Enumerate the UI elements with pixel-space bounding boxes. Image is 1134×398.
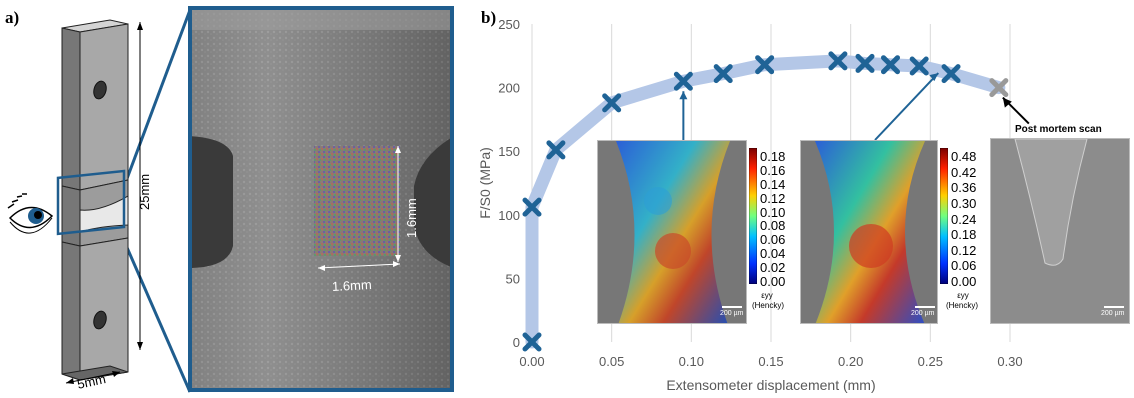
- colorbar-tick-label: 0.14: [760, 176, 786, 192]
- inset-2-hencky-label: (Hencky): [945, 301, 978, 310]
- post-mortem-scale-label: 200 µm: [1101, 310, 1125, 317]
- y-tick-label: 50: [506, 271, 520, 286]
- micro-height-label: 1.6mm: [404, 198, 419, 238]
- colorbar-tick-label: 0.06: [760, 232, 786, 248]
- data-point: [941, 64, 961, 84]
- x-tick-label: 0.30: [997, 354, 1022, 369]
- y-tick-label: 0: [513, 335, 520, 350]
- micro-width-label: 1.6mm: [331, 276, 373, 295]
- y-tick-label: 100: [498, 208, 520, 223]
- strain-map-inset-2: [800, 140, 938, 324]
- colorbar-tick-label: 0.02: [760, 260, 786, 276]
- specimen-drawing: [7, 9, 190, 393]
- colorbar-tick-label: 0.24: [951, 211, 977, 227]
- panel-b-label: b): [481, 8, 497, 27]
- colorbar-1: [749, 148, 757, 284]
- inset-1-hencky-label: (Hencky): [751, 301, 784, 310]
- dic-speckle-area: [314, 146, 400, 256]
- post-mortem-inset: [990, 138, 1130, 324]
- y-tick-label: 250: [498, 17, 520, 32]
- strain-map-inset-1: [597, 140, 747, 324]
- microscope-image: 1.6mm 1.6mm: [188, 6, 454, 392]
- inset-1-eps-label: εyy: [761, 291, 773, 300]
- colorbar-tick-label: 0.06: [951, 258, 977, 274]
- dim-length-label: 25mm: [137, 173, 152, 210]
- hole-bottom: [93, 310, 107, 330]
- data-point: [522, 332, 542, 352]
- inset-2-eps-label: εyy: [957, 291, 969, 300]
- colorbar-tick-label: 0.16: [760, 162, 786, 178]
- data-point: [546, 140, 566, 160]
- inset-1-arrowhead: [679, 91, 688, 100]
- data-point: [713, 64, 733, 84]
- post-mortem-arrowhead: [1002, 97, 1012, 108]
- data-point: [673, 71, 693, 91]
- colorbar-tick-label: 0.18: [951, 227, 977, 243]
- x-tick-label: 0.05: [599, 354, 624, 369]
- data-point: [855, 53, 875, 73]
- x-tick-label: 0.00: [519, 354, 544, 369]
- data-point: [755, 55, 775, 75]
- hole-top: [93, 80, 107, 100]
- data-point: [828, 51, 848, 71]
- zoom-line-bottom: [120, 235, 190, 393]
- x-tick-label: 0.25: [918, 354, 943, 369]
- colorbar-tick-label: 0.30: [951, 195, 977, 211]
- colorbar-tick-label: 0.36: [951, 180, 977, 196]
- y-tick-label: 200: [498, 81, 520, 96]
- inset-2-arrow: [874, 72, 940, 141]
- inset-1-scale-label: 200 µm: [720, 310, 744, 317]
- data-point: [522, 197, 542, 217]
- y-axis-label: F/S0 (MPa): [477, 147, 493, 219]
- post-mortem-label: Post mortem scan: [1015, 124, 1102, 135]
- colorbar-tick-label: 0.00: [951, 274, 977, 289]
- inset-1-scalebar: [722, 306, 742, 308]
- y-tick-label: 150: [498, 144, 520, 159]
- zoom-line-top: [120, 9, 190, 193]
- post-mortem-scalebar: [1104, 306, 1124, 308]
- colorbar-tick-label: 0.10: [760, 204, 786, 220]
- x-tick-label: 0.10: [679, 354, 704, 369]
- inset-2-scalebar: [915, 306, 935, 308]
- data-point: [602, 93, 622, 113]
- colorbar-tick-label: 0.08: [760, 218, 786, 234]
- eye-icon: [7, 193, 54, 234]
- data-point: [909, 56, 929, 76]
- colorbar-tick-label: 0.00: [760, 274, 786, 289]
- inset-2-arrowhead: [929, 73, 939, 82]
- colorbar-2: [940, 148, 948, 284]
- panel-a-label: a): [5, 8, 20, 27]
- colorbar-tick-label: 0.48: [951, 149, 977, 164]
- data-point: [989, 78, 1009, 98]
- colorbar-tick-label: 0.18: [760, 149, 786, 164]
- inset-2-scale-label: 200 µm: [911, 310, 935, 317]
- x-axis-label: Extensometer displacement (mm): [666, 377, 875, 393]
- colorbar-tick-label: 0.12: [760, 190, 786, 206]
- colorbar-tick-label: 0.04: [760, 246, 786, 262]
- colorbar-tick-label: 0.42: [951, 164, 977, 180]
- colorbar-tick-label: 0.12: [951, 242, 977, 258]
- x-tick-label: 0.20: [838, 354, 863, 369]
- x-tick-label: 0.15: [758, 354, 783, 369]
- gauge-highlight-box: [56, 169, 126, 236]
- data-point: [881, 55, 900, 75]
